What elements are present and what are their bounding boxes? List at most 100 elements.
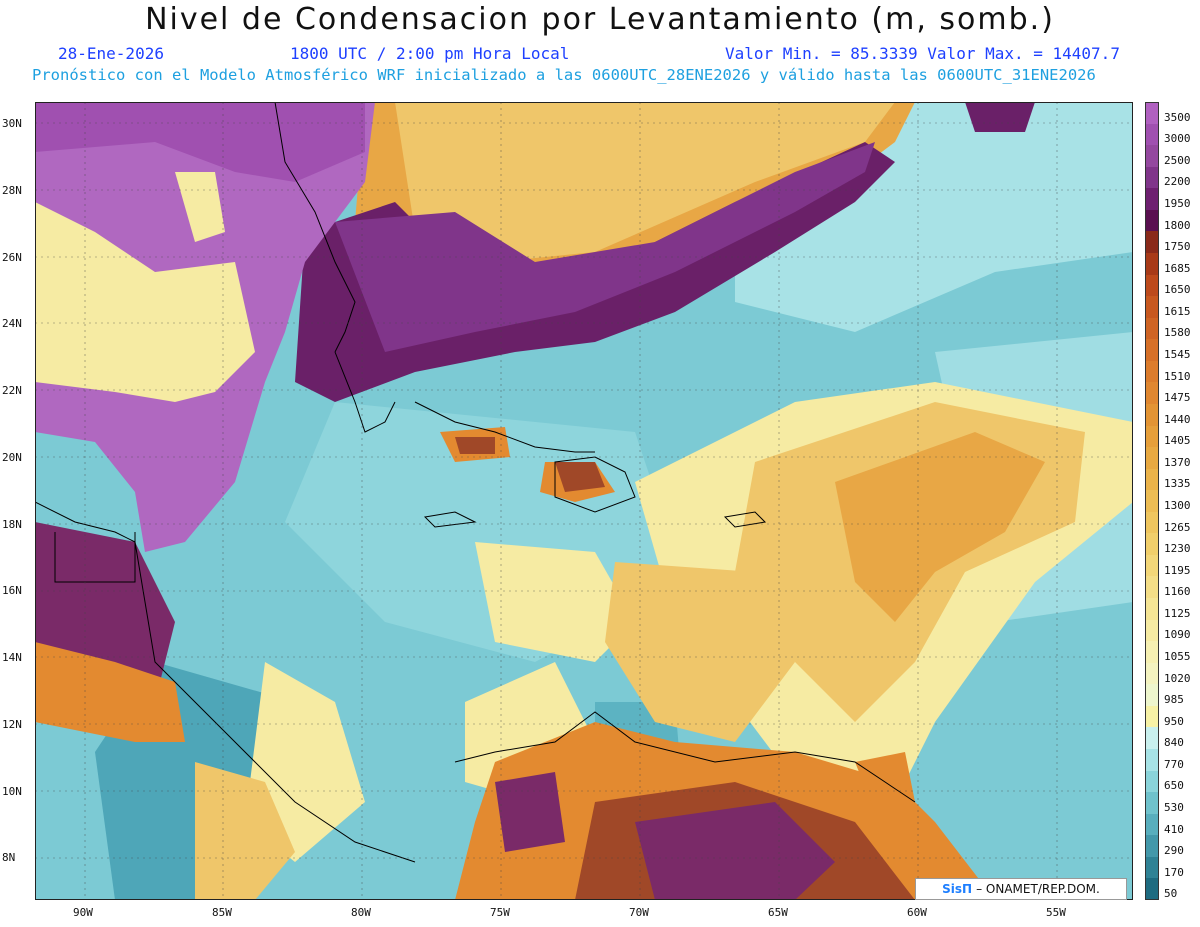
lat-label: 28N (2, 184, 22, 197)
lat-label: 18N (2, 518, 22, 531)
colorbar-label: 1440 (1164, 412, 1191, 426)
colorbar-label: 1230 (1164, 542, 1191, 556)
forecast-time: 1800 UTC / 2:00 pm Hora Local (290, 44, 570, 63)
colorbar-label: 1125 (1164, 606, 1191, 620)
map-title: Nivel de Condensacion por Levantamiento … (145, 2, 1055, 37)
model-info: Pronóstico con el Modelo Atmosférico WRF… (32, 66, 1096, 84)
colorbar-swatch (1145, 598, 1159, 621)
colorbar-label: 410 (1164, 822, 1184, 836)
lat-label: 8N (2, 851, 16, 864)
colorbar-label: 1650 (1164, 283, 1191, 297)
lon-label: 55W (1046, 906, 1066, 919)
colorbar-label: 1020 (1164, 671, 1191, 685)
colorbar-label: 985 (1164, 693, 1184, 707)
colorbar-label: 770 (1164, 757, 1184, 771)
colorbar-swatch (1145, 662, 1159, 685)
colorbar-swatch (1145, 749, 1159, 772)
colorbar-swatch (1145, 533, 1159, 556)
colorbar-swatch (1145, 684, 1159, 707)
colorbar-swatch (1145, 554, 1159, 577)
colorbar-label: 1750 (1164, 240, 1191, 254)
colorbar-label: 3000 (1164, 132, 1191, 146)
lon-label: 65W (768, 906, 788, 919)
colorbar-swatch (1145, 878, 1159, 901)
lat-label: 10N (2, 785, 22, 798)
colorbar-swatch (1145, 166, 1159, 189)
lat-label: 26N (2, 251, 22, 264)
colorbar-swatch (1145, 447, 1159, 470)
colorbar-swatch (1145, 274, 1159, 297)
colorbar-swatch (1145, 123, 1159, 146)
colorbar-swatch (1145, 339, 1159, 362)
colorbar-label: 1685 (1164, 261, 1191, 275)
colorbar-swatch (1145, 619, 1159, 642)
colorbar-label: 50 (1164, 887, 1178, 901)
colorbar-swatch (1145, 188, 1159, 211)
colorbar-swatch (1145, 252, 1159, 276)
lon-label: 60W (907, 906, 927, 919)
colorbar-label: 1405 (1164, 434, 1191, 448)
lon-label: 75W (490, 906, 510, 919)
lat-label: 14N (2, 651, 22, 664)
colorbar-label: 1090 (1164, 628, 1191, 642)
colorbar-swatch (1145, 102, 1159, 125)
sispi-logo: SisΠ (942, 882, 973, 896)
colorbar-label: 1475 (1164, 391, 1191, 405)
forecast-date: 28-Ene-2026 (58, 44, 164, 63)
colorbar-label: 1950 (1164, 197, 1191, 211)
colorbar-label: 290 (1164, 844, 1184, 858)
colorbar-swatch (1145, 382, 1159, 405)
colorbar-swatch (1145, 317, 1159, 340)
credit-box: SisΠ – ONAMET/REP.DOM. (915, 878, 1127, 900)
colorbar-swatch (1145, 813, 1159, 836)
colorbar-swatch (1145, 792, 1159, 815)
lat-label: 30N (2, 117, 22, 130)
colorbar-label: 840 (1164, 736, 1184, 750)
colorbar-swatch (1145, 705, 1159, 728)
colorbar-swatch (1145, 296, 1159, 319)
lat-label: 12N (2, 718, 22, 731)
colorbar-label: 1580 (1164, 326, 1191, 340)
colorbar (1145, 102, 1159, 901)
lat-label: 20N (2, 451, 22, 464)
colorbar-swatch (1145, 641, 1159, 664)
colorbar-label: 1615 (1164, 304, 1191, 318)
colorbar-label: 1160 (1164, 585, 1191, 599)
colorbar-label: 650 (1164, 779, 1184, 793)
lat-label: 22N (2, 384, 22, 397)
colorbar-swatch (1145, 856, 1159, 879)
colorbar-swatch (1145, 209, 1159, 232)
colorbar-label: 530 (1164, 800, 1184, 814)
colorbar-label: 1545 (1164, 348, 1191, 362)
lon-label: 85W (212, 906, 232, 919)
colorbar-swatch (1145, 145, 1159, 168)
colorbar-label: 1370 (1164, 455, 1191, 469)
lat-label: 24N (2, 317, 22, 330)
colorbar-swatch (1145, 231, 1159, 254)
colorbar-swatch (1145, 490, 1159, 513)
colorbar-swatch (1145, 511, 1159, 534)
colorbar-label: 950 (1164, 714, 1184, 728)
lon-label: 80W (351, 906, 371, 919)
colorbar-swatch (1145, 727, 1159, 750)
colorbar-swatch (1145, 360, 1159, 383)
colorbar-label: 1800 (1164, 218, 1191, 232)
colorbar-swatch (1145, 425, 1159, 448)
colorbar-label: 2500 (1164, 153, 1191, 167)
lon-label: 70W (629, 906, 649, 919)
colorbar-swatch (1145, 770, 1159, 793)
colorbar-label: 2200 (1164, 175, 1191, 189)
lon-label: 90W (73, 906, 93, 919)
colorbar-label: 1195 (1164, 563, 1191, 577)
forecast-map (35, 102, 1133, 900)
credit-text: – ONAMET/REP.DOM. (976, 882, 1100, 896)
colorbar-swatch (1145, 403, 1159, 426)
colorbar-label: 1055 (1164, 649, 1191, 663)
colorbar-swatch (1145, 468, 1159, 491)
colorbar-label: 1265 (1164, 520, 1191, 534)
colorbar-swatch (1145, 835, 1159, 858)
colorbar-label: 1510 (1164, 369, 1191, 383)
colorbar-swatch (1145, 576, 1159, 599)
colorbar-label: 3500 (1164, 110, 1191, 124)
lat-label: 16N (2, 584, 22, 597)
